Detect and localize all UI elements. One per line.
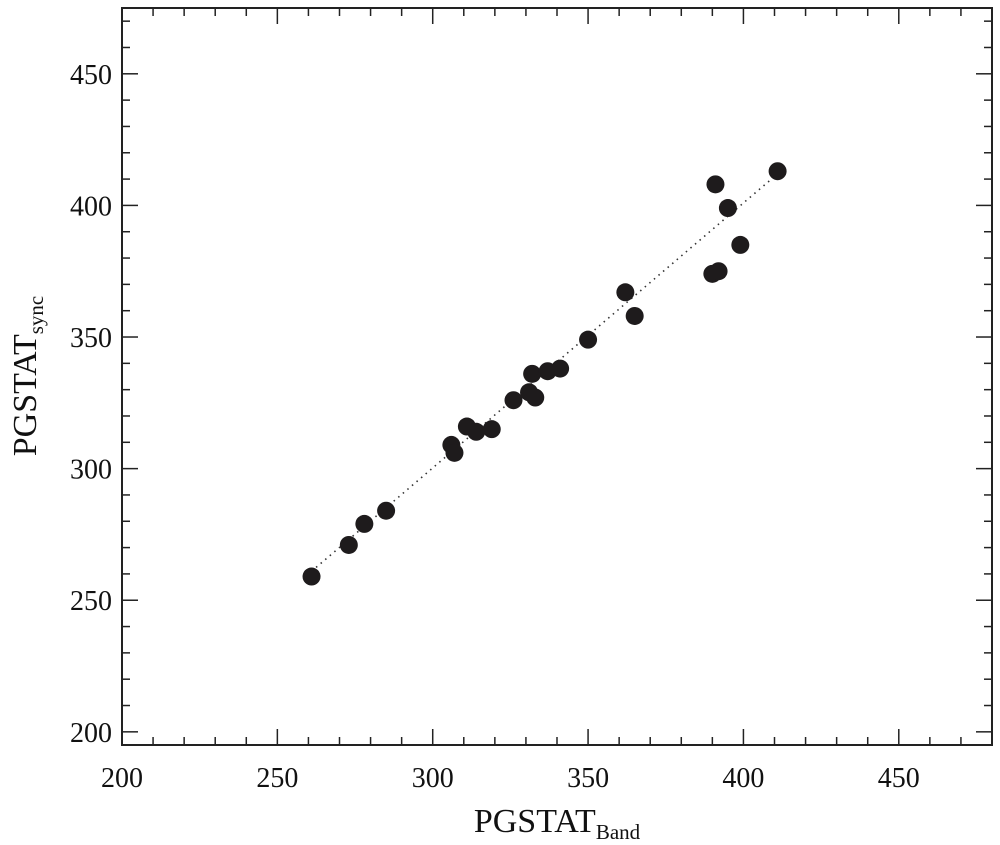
data-point xyxy=(377,501,396,520)
x-axis-label: PGSTATBand xyxy=(474,803,641,844)
data-point xyxy=(355,514,374,533)
data-point xyxy=(706,175,725,194)
y-axis-label: PGSTATsync xyxy=(7,296,48,456)
data-point xyxy=(467,422,486,441)
data-point xyxy=(339,535,358,554)
minor-ticks xyxy=(122,8,993,745)
data-point xyxy=(504,391,523,410)
y-tick-label: 400 xyxy=(70,191,112,222)
data-point xyxy=(526,388,545,407)
data-point xyxy=(551,359,570,378)
y-tick-label: 350 xyxy=(70,323,112,354)
y-axis-label-sub: sync xyxy=(24,296,48,335)
y-tick-label: 250 xyxy=(70,586,112,617)
data-points xyxy=(302,162,787,586)
y-tick-labels: 200 250 300 350 400 450 xyxy=(70,60,112,749)
data-point xyxy=(731,235,750,254)
x-tick-label: 200 xyxy=(101,763,143,794)
data-point xyxy=(302,567,321,586)
data-point xyxy=(768,162,787,181)
data-point xyxy=(445,443,464,462)
x-tick-label: 300 xyxy=(412,763,454,794)
y-tick-label: 450 xyxy=(70,60,112,91)
data-point xyxy=(718,199,737,218)
x-tick-label: 400 xyxy=(722,763,764,794)
data-point xyxy=(482,420,501,439)
data-point xyxy=(523,364,542,383)
data-point xyxy=(709,262,728,281)
y-axis-label-main: PGSTAT xyxy=(7,334,44,456)
y-tick-label: 200 xyxy=(70,718,112,749)
data-point xyxy=(616,283,635,302)
x-tick-labels: 200 250 300 350 400 450 xyxy=(101,763,920,794)
x-tick-label: 350 xyxy=(567,763,609,794)
x-axis-label-sub: Band xyxy=(596,820,641,844)
x-tick-label: 250 xyxy=(256,763,298,794)
y-tick-label: 300 xyxy=(70,455,112,486)
data-point xyxy=(625,306,644,325)
major-ticks xyxy=(121,8,992,745)
data-point xyxy=(579,330,598,349)
x-axis-label-main: PGSTAT xyxy=(474,803,596,840)
x-tick-label: 450 xyxy=(878,763,920,794)
